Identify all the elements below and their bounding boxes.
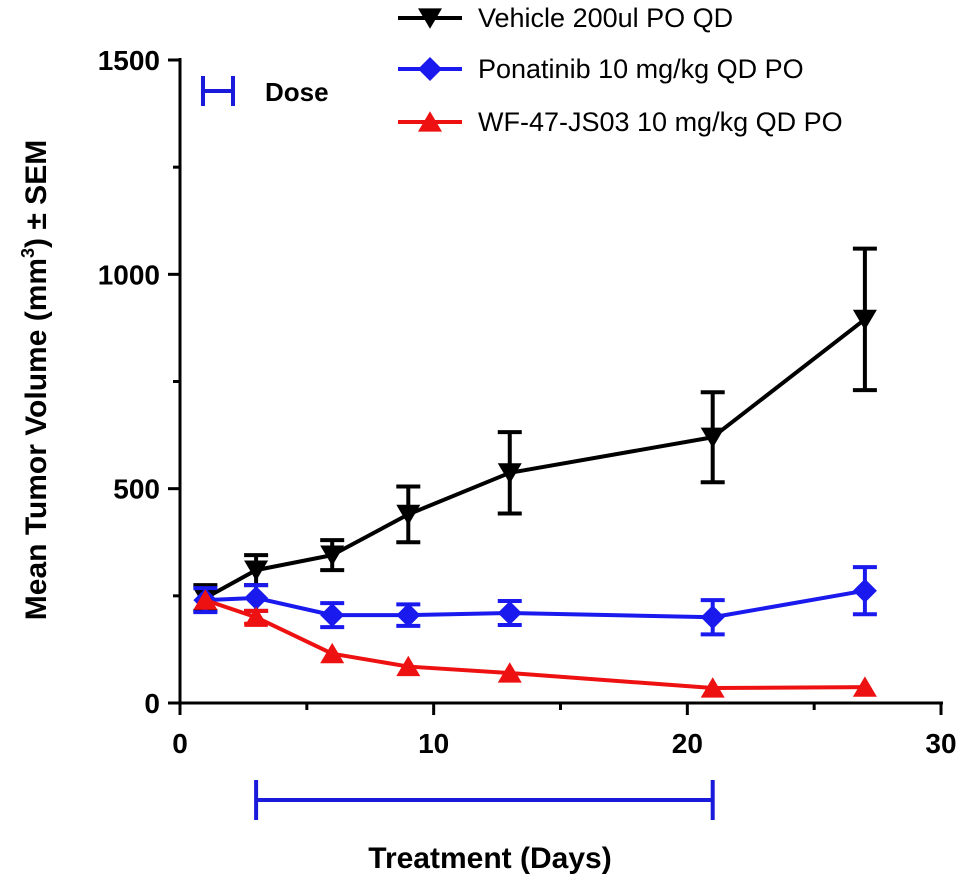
dose-label: Dose	[265, 77, 329, 107]
series-line-vehicle	[204, 317, 867, 600]
y-tick-label: 500	[113, 474, 160, 505]
series-wf47js03	[193, 589, 877, 698]
legend-label-wf47js03: WF-47-JS03 10 mg/kg QD PO	[478, 107, 843, 137]
x-axis-ticks: 0 10 20 30	[172, 703, 957, 759]
data-point-ponatinib	[852, 578, 877, 603]
plot-area	[193, 246, 877, 698]
legend-label-vehicle: Vehicle 200ul PO QD	[478, 3, 733, 33]
data-point-ponatinib	[497, 600, 522, 625]
data-point-wf47js03	[244, 606, 269, 627]
data-point-ponatinib	[396, 603, 421, 628]
y-tick-label: 0	[144, 688, 160, 719]
y-axis-title-superscript: 3	[18, 248, 38, 258]
data-point-wf47js03	[193, 589, 218, 610]
x-tick-label: 20	[672, 728, 703, 759]
y-axis-title-main: Mean Tumor Volume (mm	[20, 258, 53, 620]
data-point-vehicle	[244, 560, 269, 581]
data-point-wf47js03	[497, 662, 522, 683]
data-point-vehicle	[852, 309, 877, 331]
data-point-wf47js03	[320, 642, 345, 664]
data-point-vehicle	[396, 504, 421, 526]
y-axis-title: Mean Tumor Volume (mm3) ± SEM	[18, 140, 53, 620]
series-ponatinib	[193, 565, 877, 637]
legend-item-ponatinib: Ponatinib 10 mg/kg QD PO	[398, 54, 804, 84]
data-point-wf47js03	[396, 655, 421, 677]
x-tick-label: 30	[925, 728, 956, 759]
legend-marker-ponatinib	[418, 57, 442, 81]
y-axis-ticks: 0 500 1000 1500	[98, 45, 180, 719]
legend-marker-vehicle	[418, 8, 442, 29]
series-line-ponatinib	[205, 588, 866, 620]
x-tick-label: 10	[418, 728, 449, 759]
y-axis-title-suffix: ) ± SEM	[20, 140, 53, 248]
series-vehicle	[193, 246, 877, 613]
data-point-vehicle	[700, 427, 725, 449]
x-axis-title: Treatment (Days)	[368, 842, 611, 875]
legend-item-wf47js03: WF-47-JS03 10 mg/kg QD PO	[398, 107, 843, 137]
y-tick-label: 1500	[98, 45, 160, 76]
data-point-ponatinib	[700, 605, 725, 630]
legend-marker-wf47js03	[418, 111, 442, 132]
data-point-wf47js03	[852, 676, 877, 697]
legend: Vehicle 200ul PO QD Ponatinib 10 mg/kg QD…	[398, 3, 843, 137]
y-tick-label: 1000	[98, 259, 160, 290]
data-point-vehicle	[320, 545, 345, 566]
legend-label-ponatinib: Ponatinib 10 mg/kg QD PO	[478, 54, 804, 84]
x-tick-label: 0	[172, 728, 188, 759]
data-point-ponatinib	[244, 585, 269, 610]
legend-item-vehicle: Vehicle 200ul PO QD	[398, 3, 733, 33]
dose-legend: Dose	[201, 76, 329, 107]
data-point-vehicle	[497, 463, 522, 484]
data-point-ponatinib	[320, 603, 345, 628]
treatment-bar	[254, 780, 715, 820]
data-point-wf47js03	[700, 677, 725, 698]
